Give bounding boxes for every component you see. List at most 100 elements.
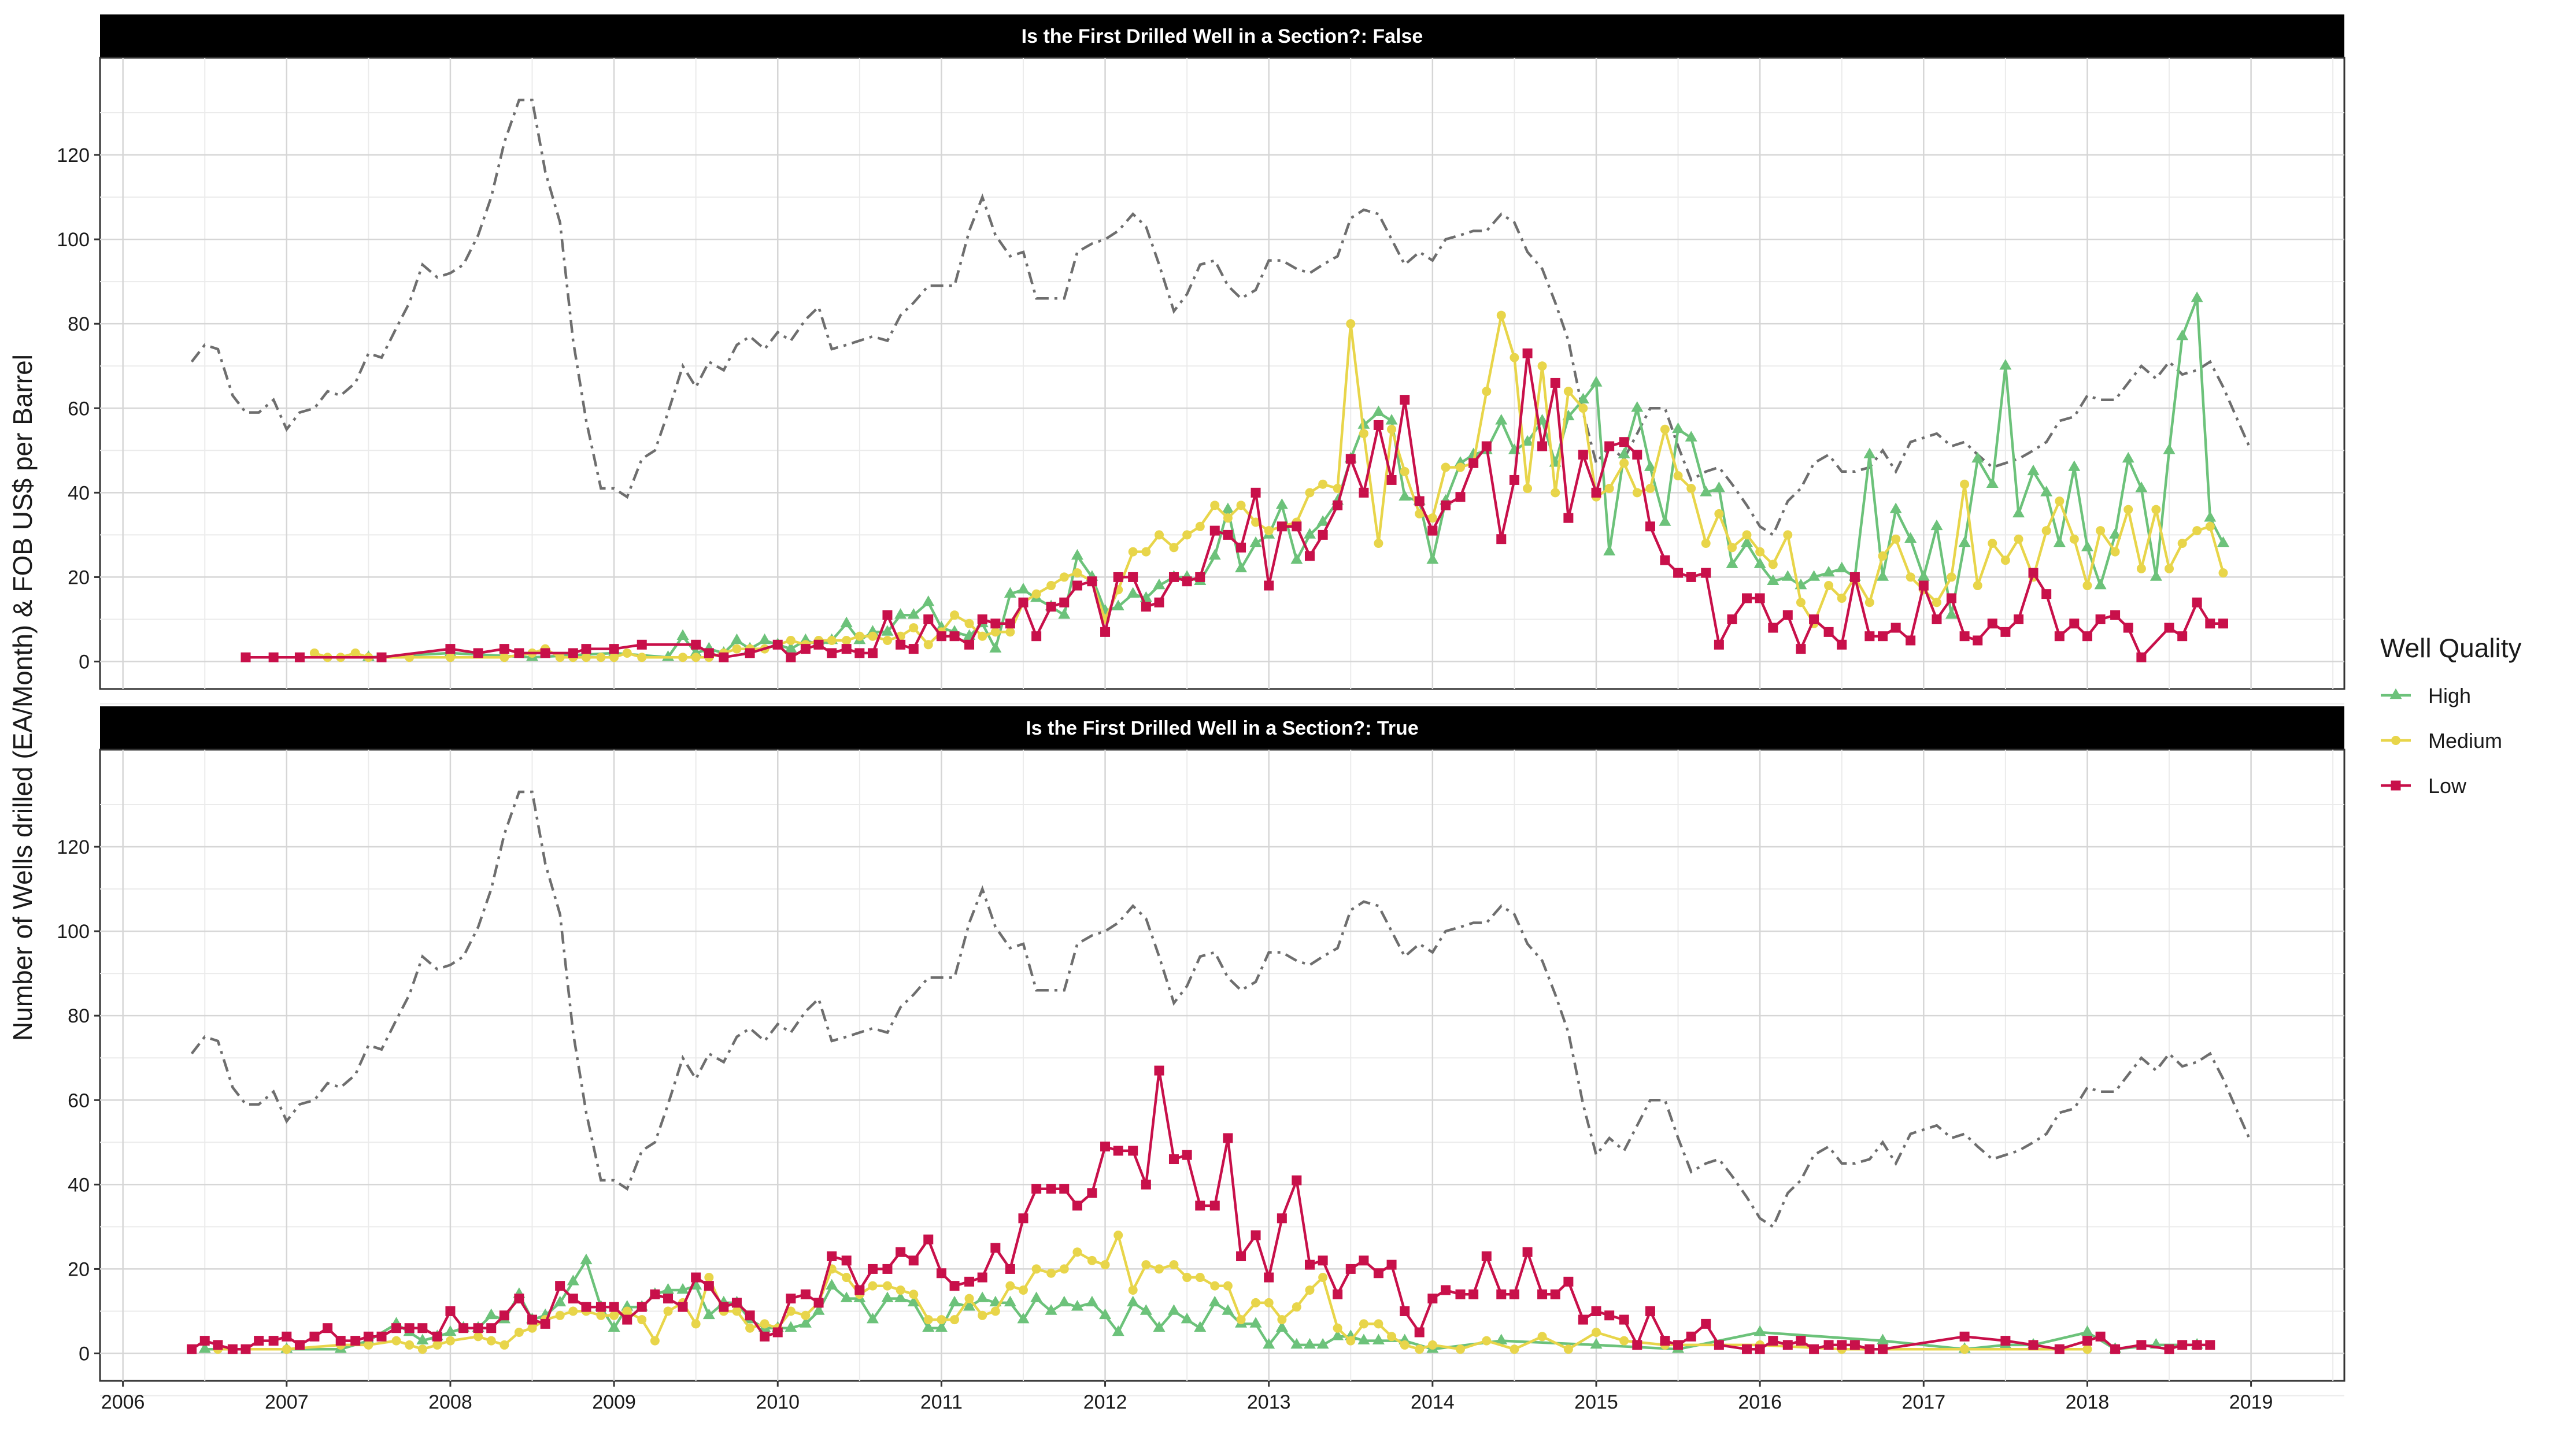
- data-point-low: [1645, 521, 1655, 532]
- data-point-high: [1753, 557, 1766, 568]
- data-point-medium: [555, 1310, 565, 1320]
- data-point-low: [1345, 454, 1356, 464]
- data-point-high: [1685, 431, 1697, 442]
- data-point-low: [1768, 623, 1778, 633]
- data-point-low: [363, 1331, 373, 1342]
- data-point-low: [1878, 1344, 1888, 1354]
- data-point-medium: [609, 1310, 619, 1320]
- data-point-low: [1959, 1331, 1970, 1342]
- data-point-high: [1822, 566, 1835, 577]
- data-point-medium: [1359, 1319, 1368, 1329]
- data-point-high: [1249, 536, 1262, 547]
- data-point-low: [1578, 1314, 1588, 1325]
- data-point-medium: [854, 631, 864, 641]
- data-point-high: [948, 1295, 961, 1307]
- data-point-low: [1277, 1213, 1287, 1224]
- strip-label: Is the First Drilled Well in a Section?:…: [1026, 717, 1419, 739]
- data-point-high: [2204, 511, 2217, 522]
- data-point-medium: [1195, 1273, 1205, 1283]
- data-point-medium: [909, 623, 919, 633]
- data-point-high: [1904, 532, 1917, 543]
- data-point-low: [1251, 1230, 1261, 1240]
- data-point-low: [786, 652, 796, 662]
- data-point-medium: [1018, 1285, 1028, 1295]
- legend-label: Low: [2428, 774, 2467, 798]
- x-tick-label: 2014: [1411, 1391, 1455, 1413]
- data-point-medium: [2055, 496, 2065, 506]
- data-point-low: [1809, 1344, 1819, 1354]
- data-point-medium: [1523, 484, 1533, 494]
- data-point-high: [963, 1300, 976, 1311]
- data-point-low: [2136, 1340, 2147, 1350]
- data-point-medium: [1182, 1273, 1192, 1283]
- data-point-low: [1987, 618, 1997, 629]
- data-point-high: [567, 1275, 579, 1285]
- data-point-medium: [732, 1306, 742, 1316]
- data-point-medium: [1251, 517, 1261, 527]
- data-point-low: [2054, 631, 2065, 642]
- data-point-medium: [445, 653, 455, 662]
- data-point-low: [187, 1344, 197, 1354]
- data-point-low: [908, 644, 919, 654]
- data-point-medium: [1059, 1264, 1069, 1274]
- strip-background: [100, 706, 2344, 750]
- data-point-low: [2000, 1336, 2011, 1346]
- data-point-low: [1277, 521, 1287, 532]
- data-point-high: [1208, 1295, 1221, 1307]
- data-point-low: [1414, 496, 1425, 506]
- data-point-high: [676, 1283, 689, 1294]
- data-point-low: [404, 1323, 415, 1333]
- data-point-medium: [650, 1336, 660, 1346]
- data-point-low: [1537, 1289, 1548, 1299]
- data-point-medium: [527, 1323, 537, 1333]
- data-point-medium: [1264, 1298, 1274, 1307]
- data-point-high: [1303, 1338, 1316, 1349]
- data-point-high: [1316, 1338, 1329, 1349]
- data-point-low: [2218, 618, 2228, 629]
- data-point-low: [1918, 580, 1929, 591]
- data-point-medium: [1169, 1260, 1179, 1270]
- data-point-medium: [1374, 1319, 1383, 1329]
- data-point-low: [731, 1298, 742, 1308]
- data-point-medium: [1796, 598, 1806, 607]
- data-point-high: [1385, 414, 1398, 425]
- data-point-high: [1495, 414, 1508, 425]
- x-axis: 2006 2007 2008 2009 2010 2011 2012 2013 2014 2015…: [101, 1381, 2273, 1413]
- data-point-high: [1603, 544, 1616, 555]
- x-tick-label: 2007: [265, 1391, 309, 1413]
- data-point-high: [2053, 536, 2066, 547]
- data-point-low: [376, 1331, 387, 1342]
- data-point-low: [1046, 602, 1056, 612]
- data-point-low: [609, 1302, 619, 1312]
- data-point-high: [2094, 578, 2107, 590]
- data-point-medium: [581, 653, 591, 662]
- data-point-low: [268, 652, 279, 662]
- data-point-medium: [1510, 1344, 1519, 1354]
- data-point-high: [1930, 519, 1943, 531]
- y-tick-label: 80: [68, 1005, 90, 1027]
- data-point-high: [1467, 447, 1480, 458]
- data-point-low: [1782, 610, 1793, 620]
- data-point-low: [241, 652, 251, 662]
- data-point-medium: [1947, 572, 1956, 582]
- data-point-low: [1673, 568, 1684, 578]
- data-point-medium: [1128, 547, 1138, 557]
- data-point-low: [1522, 1247, 1533, 1257]
- data-point-high: [1781, 570, 1794, 581]
- data-point-medium: [2123, 505, 2133, 514]
- data-point-medium: [1742, 530, 1752, 540]
- data-point-low: [432, 1331, 442, 1342]
- data-point-high: [1889, 502, 1902, 513]
- data-point-low: [949, 631, 960, 642]
- data-point-medium: [1346, 1336, 1356, 1346]
- data-point-low: [514, 1294, 524, 1304]
- data-point-medium: [445, 1336, 455, 1346]
- data-point-low: [2192, 597, 2202, 607]
- data-point-high: [826, 1279, 838, 1290]
- x-tick-label: 2009: [592, 1391, 636, 1413]
- data-point-low: [772, 1327, 783, 1338]
- data-point-low: [637, 639, 647, 650]
- data-point-low: [2095, 614, 2106, 624]
- panel-first-well-true: Is the First Drilled Well in a Section?:…: [57, 706, 2345, 1396]
- data-point-low: [813, 1298, 824, 1308]
